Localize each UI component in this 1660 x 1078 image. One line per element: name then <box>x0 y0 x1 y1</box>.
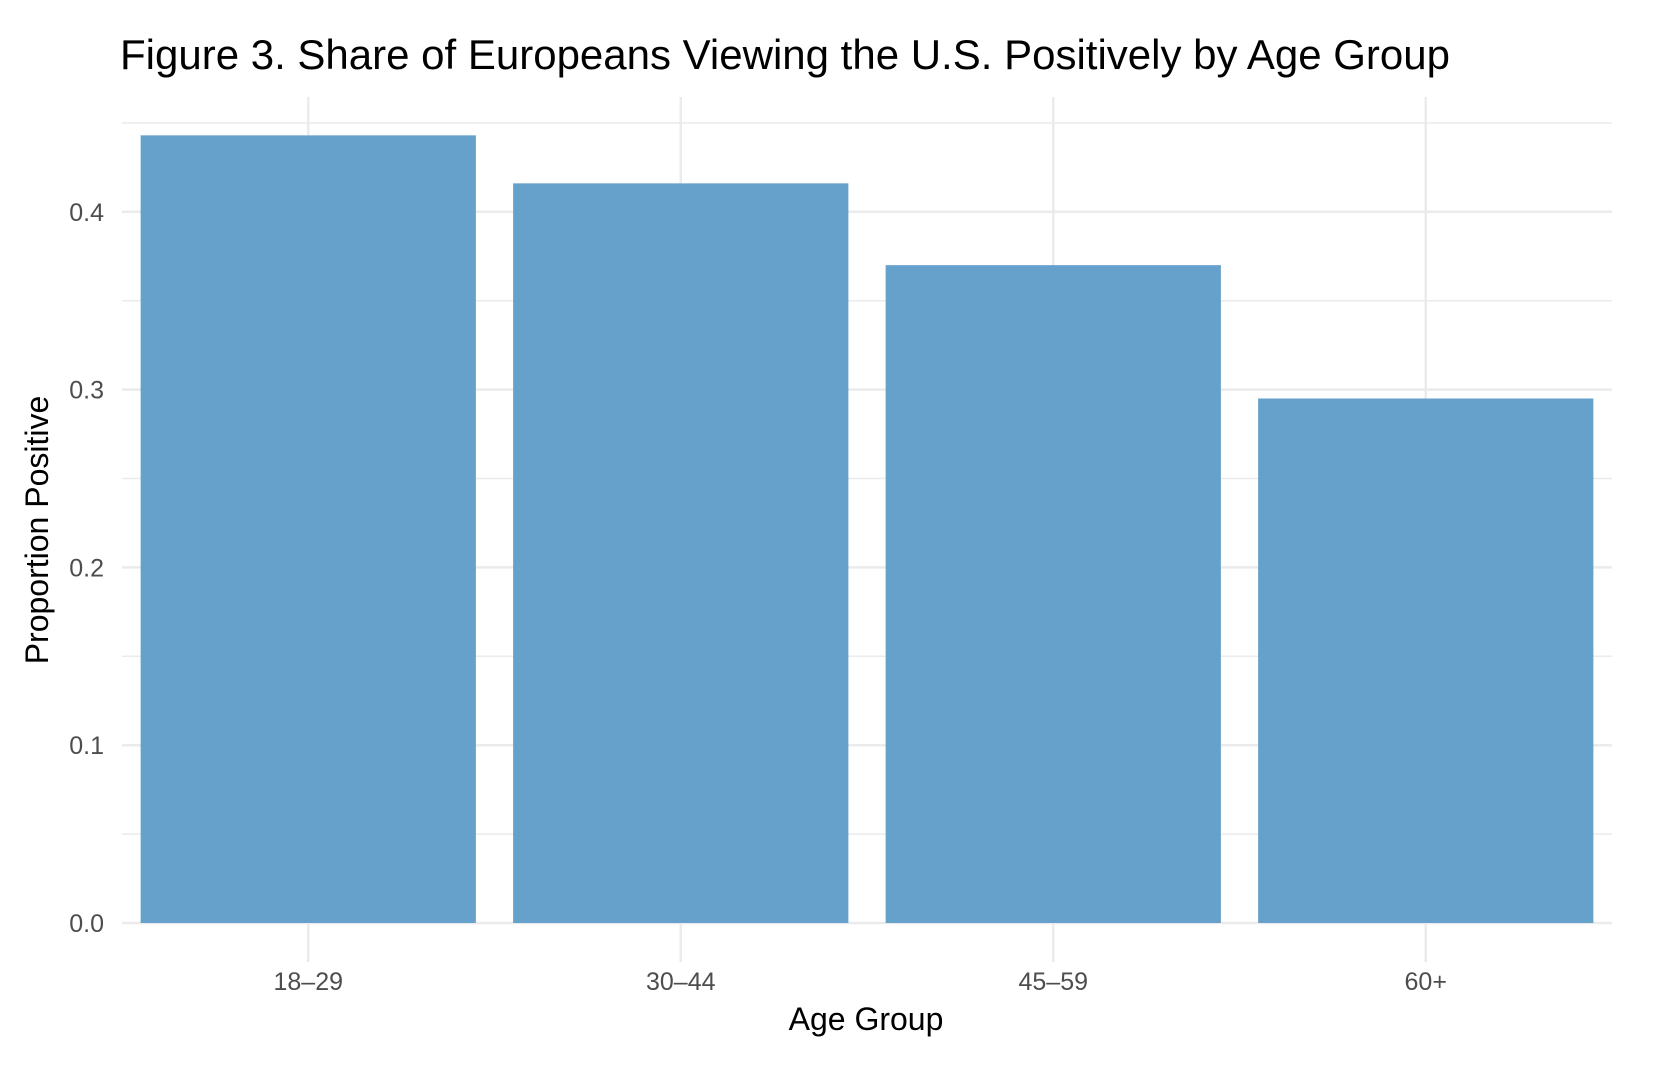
y-axis-title: Proportion Positive <box>19 396 55 665</box>
y-tick-label: 0.4 <box>69 199 104 227</box>
bars <box>140 135 1594 924</box>
x-tick-label: 30–44 <box>646 968 716 996</box>
y-tick-label: 0.2 <box>69 554 104 582</box>
bar-2 <box>513 183 849 924</box>
x-tick-label: 60+ <box>1405 968 1447 996</box>
chart-title: Figure 3. Share of Europeans Viewing the… <box>120 31 1450 78</box>
x-axis-title: Age Group <box>789 1001 944 1037</box>
y-tick-label: 0.1 <box>69 732 104 760</box>
bar-3 <box>885 265 1221 923</box>
x-tick-label: 45–59 <box>1018 968 1088 996</box>
bar-1 <box>140 135 476 923</box>
y-tick-label: 0.3 <box>69 377 104 405</box>
y-tick-label: 0.0 <box>69 910 104 938</box>
y-axis-ticks: 0.0 0.1 0.2 0.3 0.4 <box>69 199 104 938</box>
bar-4 <box>1258 398 1594 923</box>
x-axis-ticks: 18–29 30–44 45–59 60+ <box>273 968 1446 996</box>
x-tick-label: 18–29 <box>273 968 343 996</box>
